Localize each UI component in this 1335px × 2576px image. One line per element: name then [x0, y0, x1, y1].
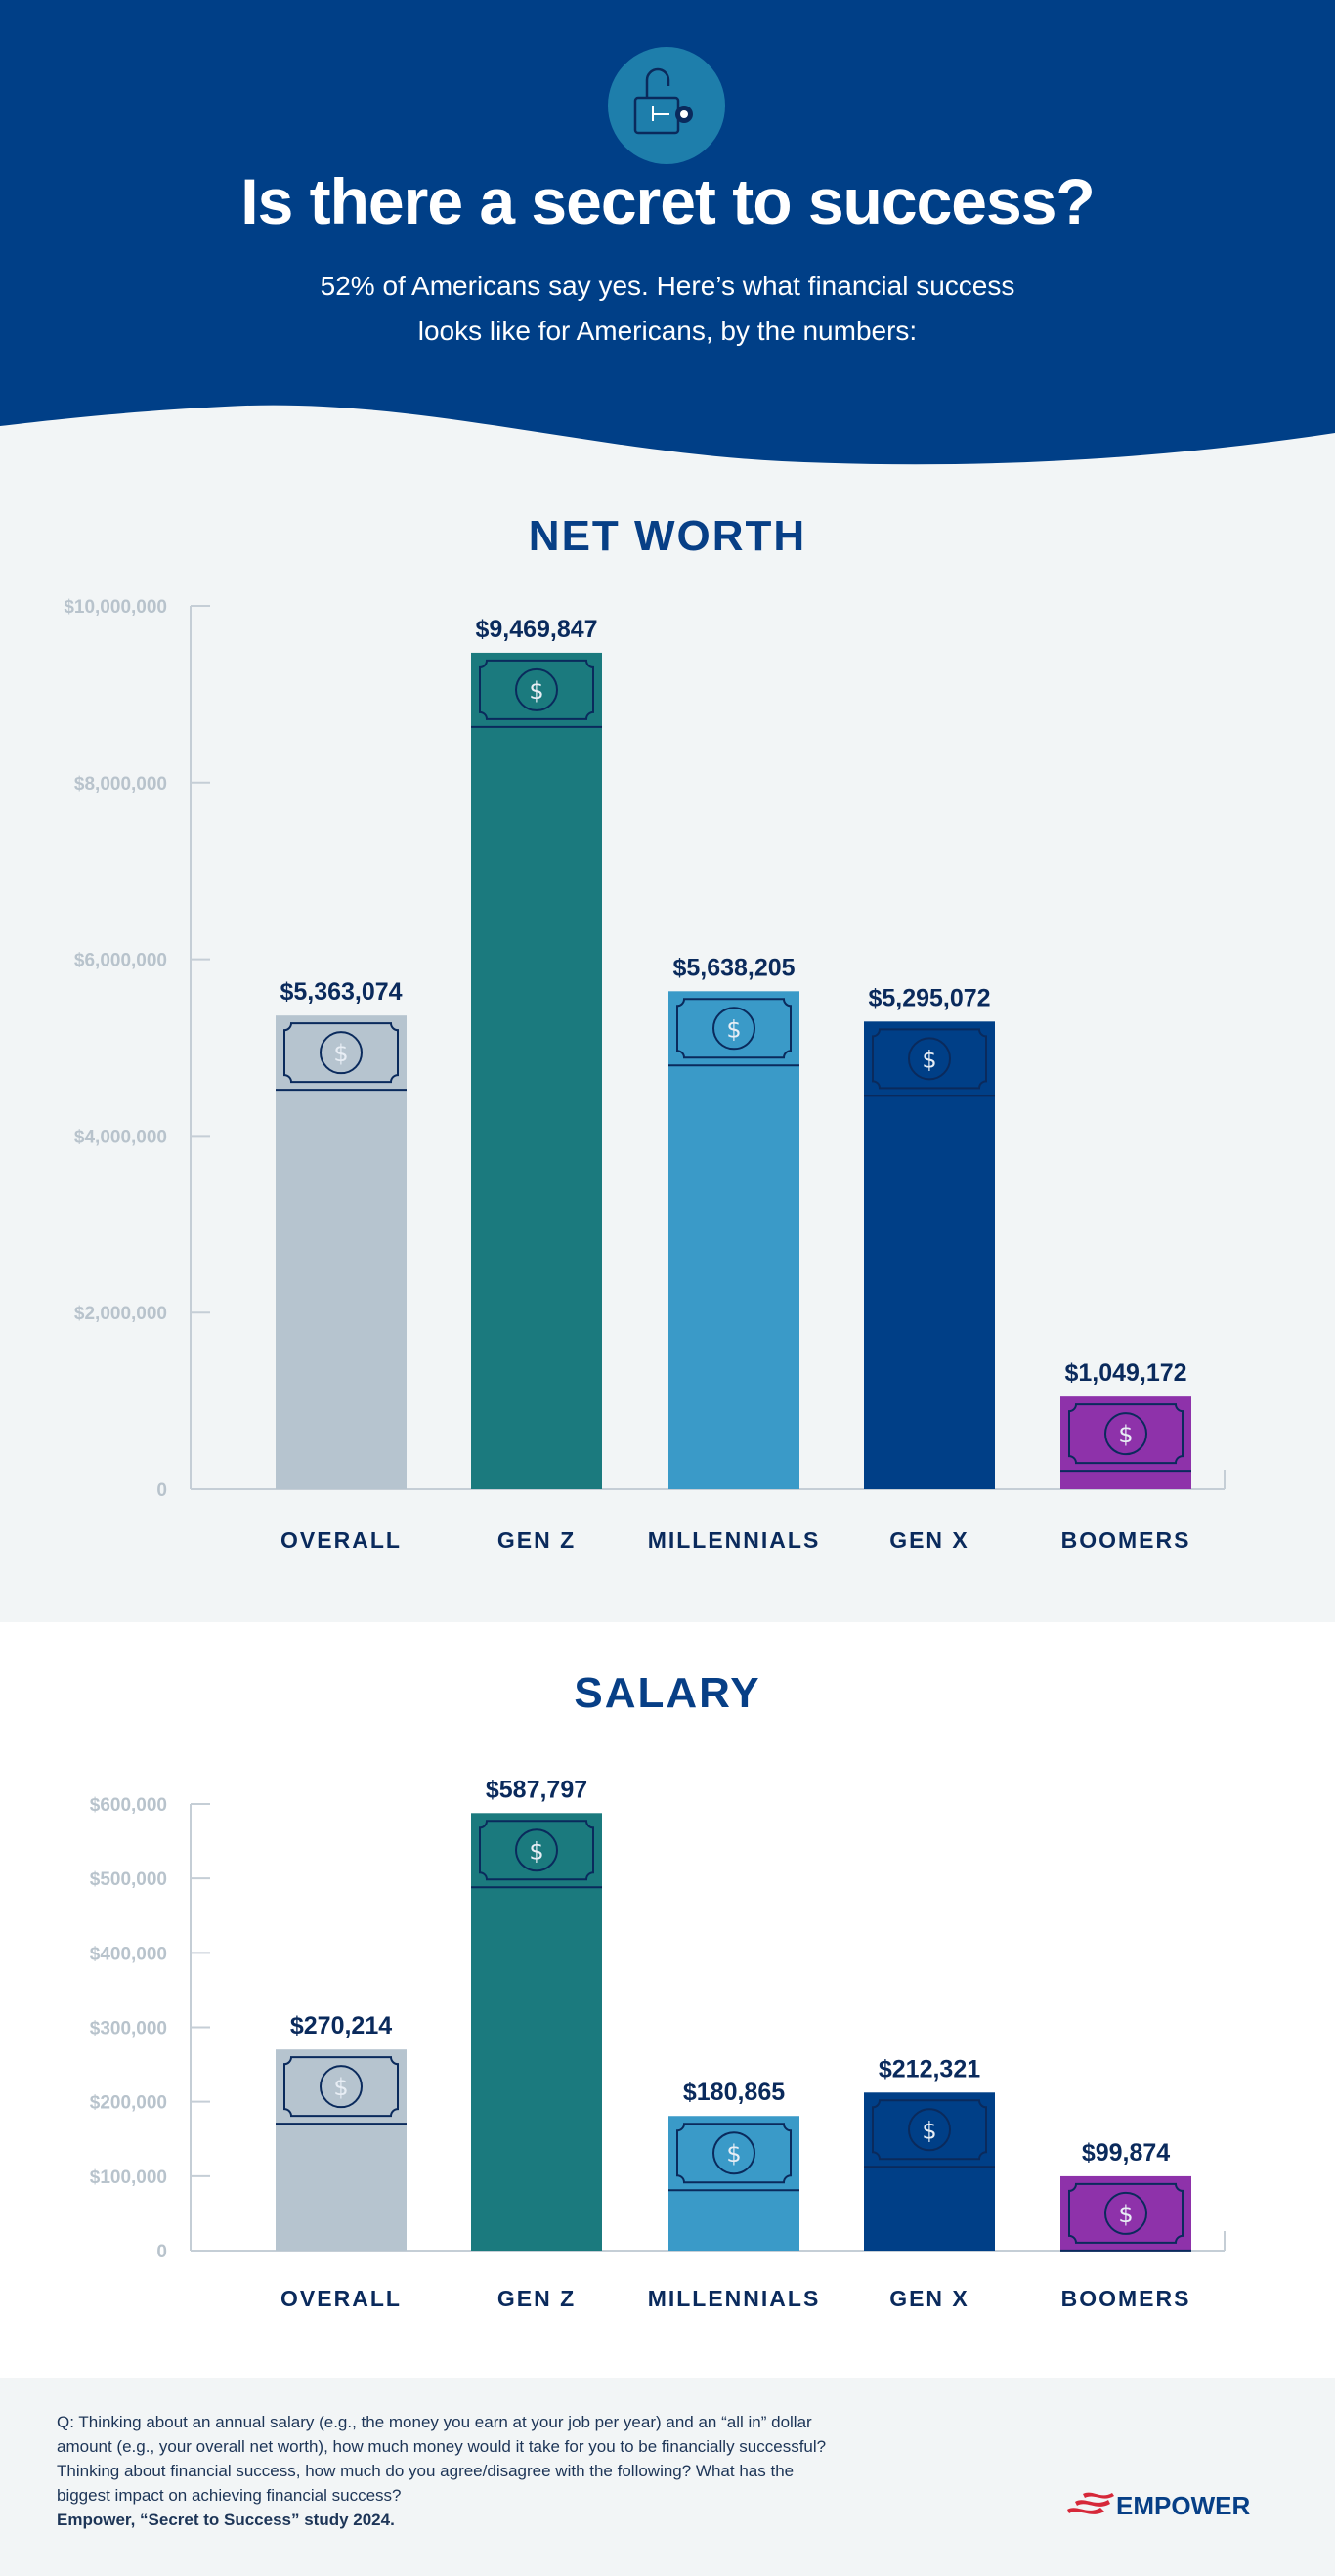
bar-millennials: $ — [668, 2116, 799, 2251]
category-label: GEN Z — [497, 2286, 576, 2311]
y-tick-label: $10,000,000 — [64, 597, 167, 618]
value-label: $180,865 — [683, 2079, 785, 2106]
hero-wave-background — [0, 0, 1335, 465]
bar — [1060, 1396, 1191, 1489]
salary-title: SALARY — [574, 1669, 761, 1717]
dollar-sign-icon: $ — [1118, 1421, 1133, 1448]
survey-question: Q: Thinking about an annual salary (e.g.… — [57, 2413, 827, 2505]
bar — [471, 1813, 602, 2251]
subtitle-line: 52% of Americans say yes. Here’s what fi… — [320, 271, 1015, 301]
dollar-bill-icon — [479, 1820, 594, 1881]
dollar-coin-icon — [1104, 2191, 1147, 2235]
dollar-bill-icon — [872, 1028, 987, 1090]
value-label: $270,214 — [290, 2012, 392, 2039]
value-label: $5,363,074 — [280, 978, 402, 1006]
dollar-bill-icon — [872, 2099, 987, 2161]
bar — [668, 991, 799, 1489]
dollar-bill-icon — [676, 2123, 792, 2184]
subtitle-line: looks like for Americans, by the numbers… — [417, 316, 918, 346]
category-label: MILLENNIALS — [648, 2286, 821, 2311]
category-label: GEN Z — [497, 1527, 576, 1553]
dollar-sign-icon: $ — [529, 1837, 543, 1865]
y-tick-label: $500,000 — [90, 1869, 167, 1890]
value-label: $587,797 — [486, 1776, 587, 1803]
dollar-sign-icon: $ — [922, 1046, 936, 1073]
empower-logo: EMPOWER — [1067, 2491, 1250, 2519]
logo-text: EMPOWER — [1116, 2491, 1250, 2519]
dollar-sign-icon: $ — [529, 677, 543, 705]
bar — [864, 1021, 995, 1489]
bar-boomers: $ — [1060, 1396, 1191, 1489]
dollar-sign-icon: $ — [1118, 2201, 1133, 2228]
value-label: $212,321 — [879, 2055, 980, 2082]
dollar-coin-icon — [712, 2131, 755, 2175]
page-title: Is there a secret to success? — [240, 165, 1095, 237]
category-label: OVERALL — [280, 1527, 402, 1553]
y-tick-label: 0 — [156, 2242, 167, 2262]
dollar-sign-icon: $ — [333, 2074, 348, 2101]
bar-overall: $ — [276, 2049, 407, 2251]
value-label: $9,469,847 — [475, 616, 597, 643]
y-tick-label: $300,000 — [90, 2019, 167, 2039]
dollar-coin-icon — [908, 2108, 951, 2152]
bar-gen-x: $ — [864, 1021, 995, 1489]
dollar-bill-icon — [479, 659, 594, 720]
value-label: $5,295,072 — [868, 984, 990, 1011]
bar-gen-z: $ — [471, 1813, 602, 2251]
bar-gen-x: $ — [864, 2092, 995, 2251]
footer-methodology: Q: Thinking about an annual salary (e.g.… — [57, 2410, 839, 2532]
dollar-coin-icon — [515, 667, 558, 711]
dollar-coin-icon — [712, 1007, 755, 1051]
salary-chart: 0 $100,000 $200,000 $300,000 $400,000 $500,00… — [90, 1776, 1226, 2311]
dollar-coin-icon — [320, 1031, 363, 1075]
dollar-bill-icon — [676, 998, 792, 1059]
category-label: GEN X — [889, 1527, 969, 1553]
value-label: $5,638,205 — [672, 954, 795, 981]
bar-overall: $ — [276, 1015, 407, 1489]
dollar-sign-icon: $ — [333, 1040, 348, 1067]
net-worth-chart: 0 $2,000,000 $4,000,000 $6,000,000 $8,000,00… — [64, 597, 1226, 1553]
dollar-bill-icon — [1068, 1403, 1184, 1465]
salary-section — [0, 1622, 1335, 2378]
dollar-bill-icon — [1068, 2182, 1184, 2244]
category-label: BOOMERS — [1061, 2286, 1191, 2311]
lock-key-icon — [608, 47, 725, 164]
value-label: $1,049,172 — [1064, 1359, 1186, 1387]
category-label: OVERALL — [280, 2286, 402, 2311]
dollar-bill-icon — [283, 2056, 399, 2118]
bar-gen-z: $ — [471, 652, 602, 1489]
dollar-sign-icon: $ — [726, 2140, 741, 2168]
bar — [276, 1015, 407, 1489]
y-tick-label: $6,000,000 — [74, 951, 167, 971]
bar — [276, 2049, 407, 2251]
net-worth-title: NET WORTH — [528, 512, 807, 560]
source-citation: Empower, “Secret to Success” study 2024. — [57, 2511, 395, 2529]
y-tick-label: $100,000 — [90, 2168, 167, 2188]
category-label: GEN X — [889, 2286, 969, 2311]
dollar-coin-icon — [320, 2065, 363, 2109]
y-tick-label: $600,000 — [90, 1795, 167, 1816]
y-tick-label: $400,000 — [90, 1944, 167, 1964]
bar-boomers: $ — [1060, 2175, 1191, 2252]
y-tick-label: $8,000,000 — [74, 774, 167, 794]
hero-banner — [0, 0, 1335, 465]
category-label: BOOMERS — [1061, 1527, 1191, 1553]
bar — [864, 2092, 995, 2251]
y-tick-label: $2,000,000 — [74, 1304, 167, 1324]
y-tick-label: $4,000,000 — [74, 1127, 167, 1147]
bar — [1060, 2175, 1191, 2251]
page-subtitle: 52% of Americans say yes. Here’s what fi… — [277, 264, 1058, 354]
bar — [471, 652, 602, 1489]
value-label: $99,874 — [1082, 2139, 1170, 2167]
dollar-coin-icon — [515, 1828, 558, 1872]
bar-millennials: $ — [668, 991, 799, 1489]
dollar-coin-icon — [908, 1037, 951, 1081]
dollar-sign-icon: $ — [922, 2117, 936, 2144]
category-label: MILLENNIALS — [648, 1527, 821, 1553]
y-tick-label: 0 — [156, 1481, 167, 1501]
dollar-coin-icon — [1104, 1412, 1147, 1456]
dollar-bill-icon — [283, 1022, 399, 1084]
y-tick-label: $200,000 — [90, 2093, 167, 2114]
dollar-sign-icon: $ — [726, 1015, 741, 1043]
